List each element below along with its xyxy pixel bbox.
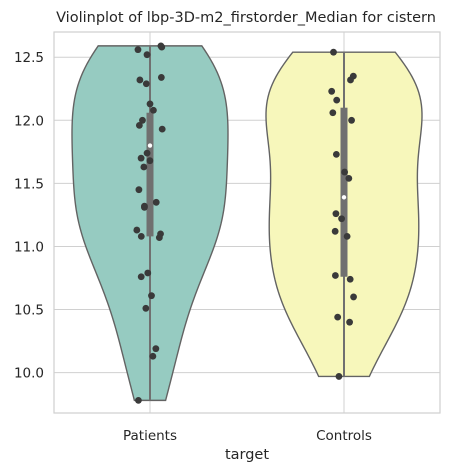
data-point bbox=[330, 48, 337, 56]
data-point bbox=[142, 304, 150, 312]
data-point bbox=[143, 149, 151, 157]
data-point bbox=[137, 154, 145, 162]
data-point bbox=[148, 292, 155, 300]
data-point bbox=[346, 275, 354, 283]
data-point bbox=[345, 174, 353, 182]
y-tick-label: 11.5 bbox=[14, 176, 44, 192]
data-point bbox=[139, 116, 146, 124]
data-point bbox=[137, 273, 145, 281]
data-point bbox=[135, 186, 143, 194]
data-point bbox=[152, 345, 160, 353]
data-point bbox=[328, 87, 336, 95]
data-point bbox=[152, 198, 160, 206]
data-point bbox=[338, 215, 345, 223]
y-tick-label: 12.5 bbox=[14, 50, 44, 66]
data-point bbox=[331, 272, 339, 279]
data-point bbox=[350, 293, 357, 301]
data-point bbox=[158, 43, 166, 51]
data-point bbox=[146, 157, 154, 165]
point-layer bbox=[133, 42, 357, 404]
data-point bbox=[346, 318, 353, 326]
x-tick-label: Controls bbox=[316, 428, 372, 444]
data-point bbox=[158, 125, 166, 133]
y-tick-label: 10.0 bbox=[14, 366, 44, 382]
data-point bbox=[348, 116, 355, 124]
data-point bbox=[146, 100, 154, 108]
data-point bbox=[334, 313, 342, 321]
data-point bbox=[329, 109, 337, 117]
data-point bbox=[141, 203, 148, 211]
data-point bbox=[332, 150, 340, 158]
y-axis-ticks: 10.0 10.5 11.0 11.5 12.0 12.5 bbox=[14, 50, 44, 381]
x-axis-label: target bbox=[225, 447, 269, 463]
data-point bbox=[157, 74, 165, 81]
data-point bbox=[332, 210, 340, 218]
data-point bbox=[155, 234, 163, 242]
data-point bbox=[333, 96, 341, 104]
violin-layer bbox=[71, 45, 423, 402]
data-point bbox=[149, 352, 157, 360]
data-point bbox=[140, 163, 148, 171]
chart-title: Violinplot of lbp-3D-m2_firstorder_Media… bbox=[56, 10, 436, 26]
data-point bbox=[133, 226, 141, 234]
iqr-box bbox=[340, 107, 348, 277]
data-point bbox=[331, 227, 339, 235]
data-point bbox=[137, 232, 145, 240]
data-point bbox=[135, 121, 143, 129]
data-point bbox=[143, 51, 151, 59]
iqr-box bbox=[146, 112, 154, 237]
data-point bbox=[135, 396, 142, 404]
y-tick-label: 12.0 bbox=[14, 113, 44, 129]
y-tick-label: 11.0 bbox=[14, 239, 44, 255]
data-point bbox=[343, 232, 351, 240]
plot-frame bbox=[53, 31, 441, 414]
median-marker bbox=[341, 195, 347, 200]
data-point bbox=[347, 76, 354, 84]
data-point bbox=[144, 269, 152, 277]
median-marker bbox=[147, 143, 153, 148]
data-point bbox=[142, 80, 150, 88]
data-point bbox=[134, 46, 142, 54]
data-point bbox=[150, 106, 157, 114]
data-point bbox=[335, 373, 343, 380]
x-axis-ticks: Patients Controls bbox=[123, 428, 372, 444]
data-point bbox=[136, 76, 144, 84]
data-point bbox=[341, 168, 349, 176]
x-tick-label: Patients bbox=[123, 428, 177, 444]
y-tick-label: 10.5 bbox=[14, 303, 44, 319]
